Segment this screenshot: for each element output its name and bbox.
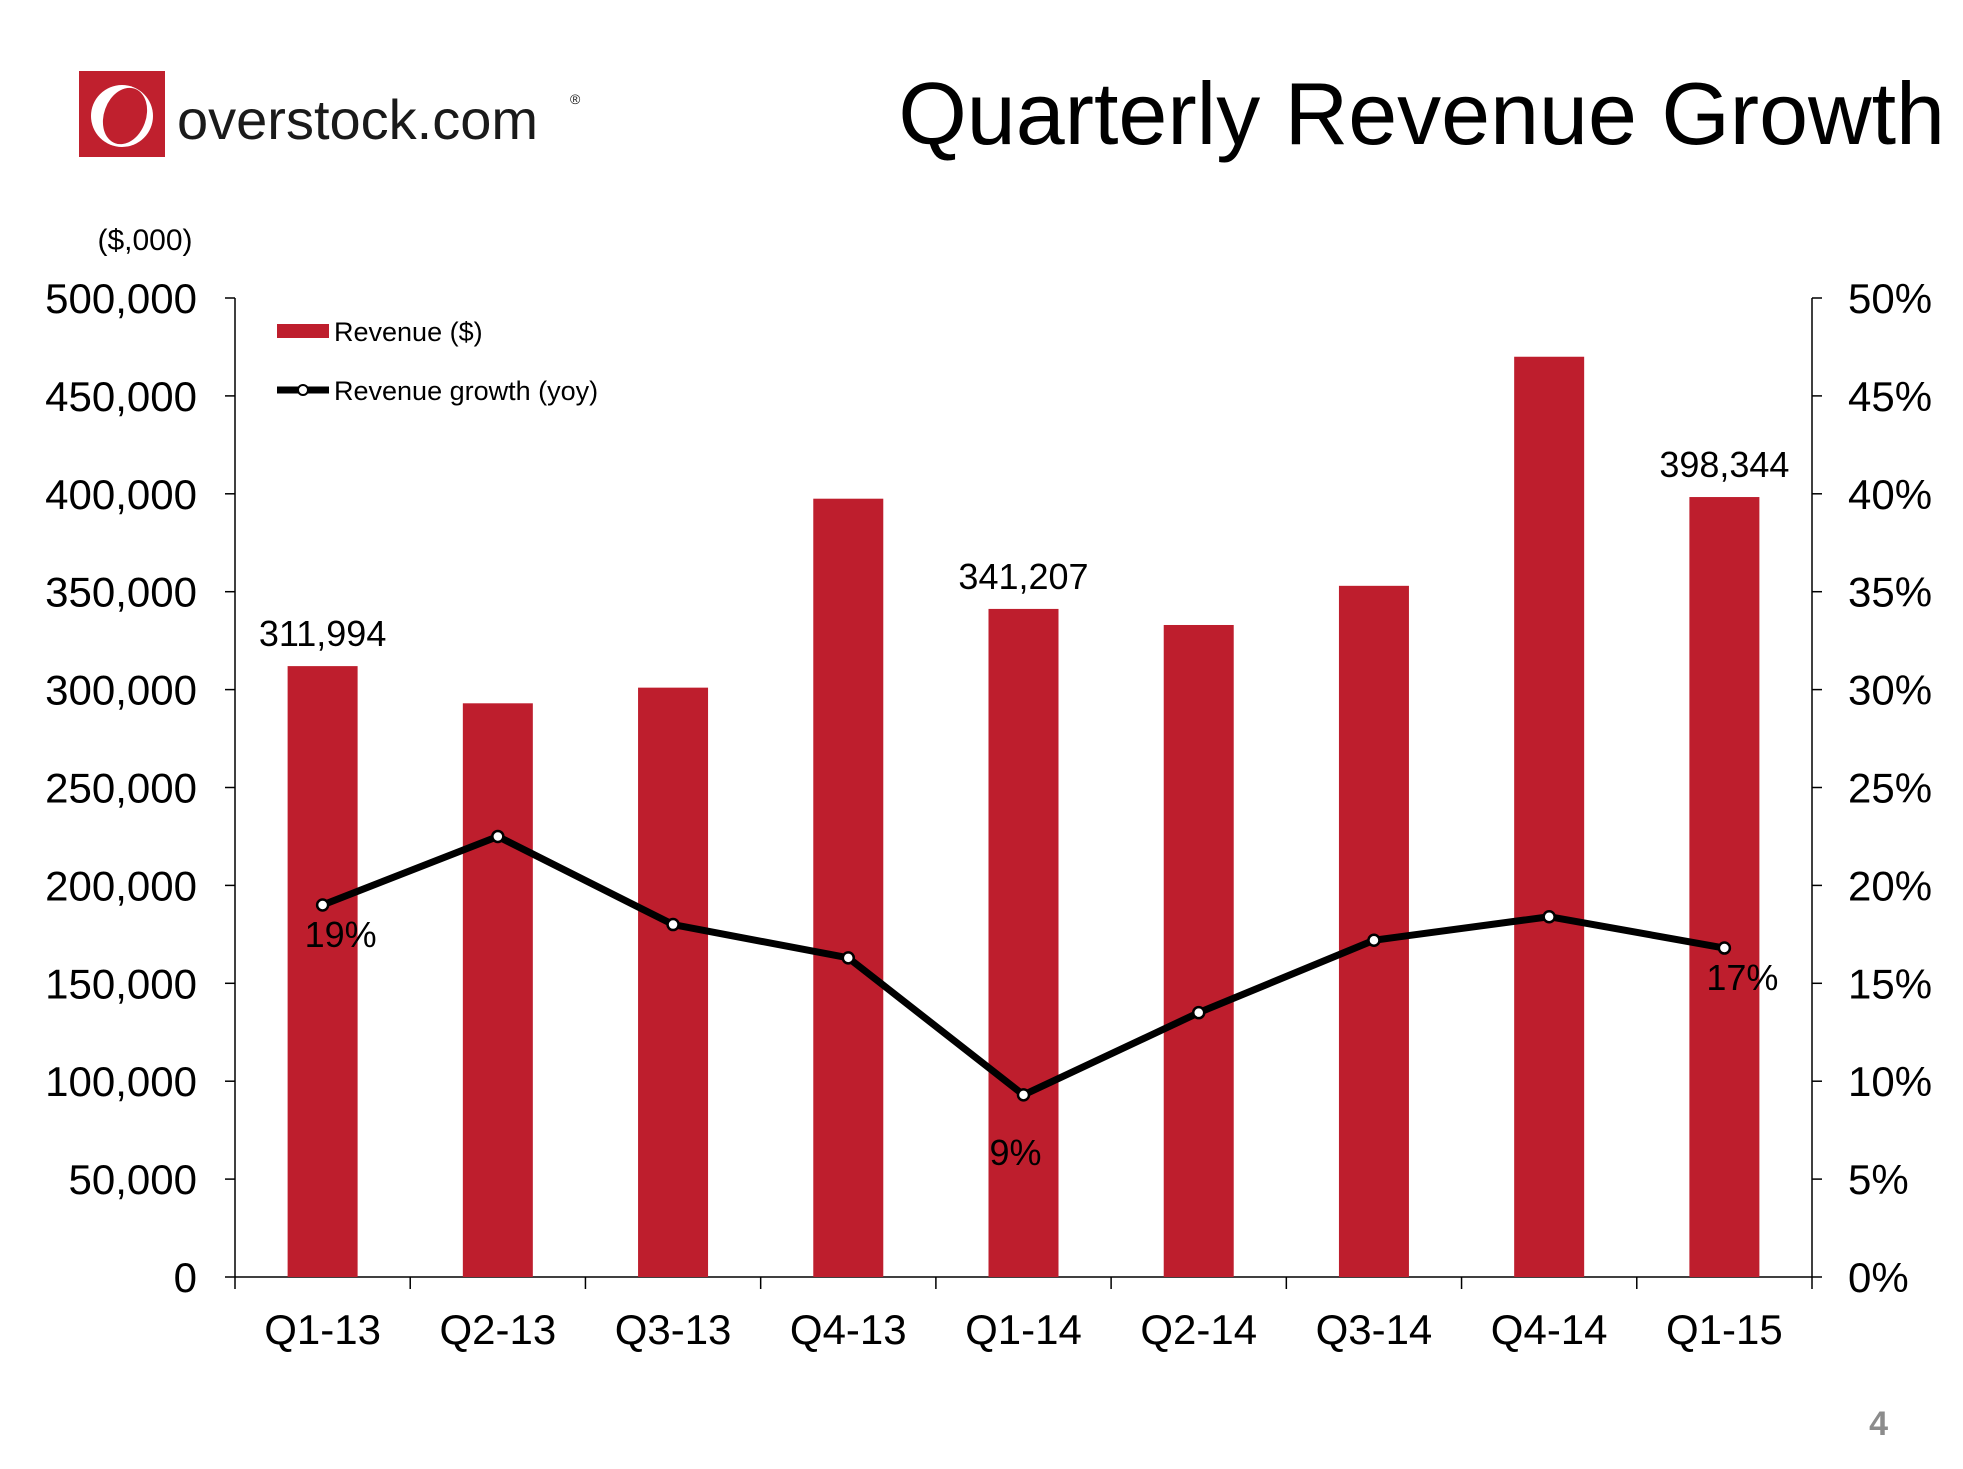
legend-swatch-growth-marker (297, 384, 309, 396)
left-axis-unit-label: ($,000) (97, 224, 192, 257)
growth-point (1016, 1088, 1031, 1102)
growth-point (1717, 941, 1732, 955)
overstock-logo: overstock.com ® (79, 71, 581, 157)
x-axis-category-label: Q3-14 (1316, 1306, 1433, 1353)
growth-line-group (315, 829, 1732, 1102)
growth-line-labels: 19% 9% 17% (305, 914, 1779, 1173)
left-axis-tick-label: 50,000 (69, 1156, 197, 1203)
x-axis-category-label: Q1-14 (965, 1306, 1082, 1353)
growth-point (1542, 909, 1556, 924)
x-axis-category-label: Q4-13 (790, 1306, 907, 1353)
right-axis-tick-label: 35% (1848, 569, 1932, 616)
chart-legend: Revenue ($) Revenue growth (yoy) (277, 317, 598, 406)
right-axis-tick-label: 40% (1848, 471, 1932, 518)
left-axis-tick-label: 250,000 (45, 765, 197, 812)
revenue-bar (1514, 356, 1585, 1277)
growth-point (666, 917, 680, 932)
revenue-bar-data-label: 341,207 (958, 556, 1088, 597)
right-axis-tick-label: 10% (1848, 1058, 1932, 1105)
left-axis-tick-label: 350,000 (45, 569, 197, 616)
right-axis-tick-label: 45% (1848, 373, 1932, 420)
x-axis-category-label: Q2-13 (439, 1306, 556, 1353)
revenue-bar (813, 498, 884, 1277)
left-axis-tick-label: 450,000 (45, 373, 197, 420)
legend-swatch-revenue (277, 324, 329, 338)
x-axis-category-label: Q2-14 (1140, 1306, 1257, 1353)
slide-title: Quarterly Revenue Growth (898, 64, 1945, 163)
left-axis-tick-label: 500,000 (45, 275, 197, 322)
revenue-bar-data-label: 311,994 (259, 613, 386, 654)
left-axis-tick-label: 0 (174, 1254, 197, 1301)
left-axis-tick-label: 300,000 (45, 667, 197, 714)
revenue-bar (988, 608, 1059, 1277)
right-axis-tick-label: 15% (1848, 960, 1932, 1007)
right-axis-tick-label: 5% (1848, 1156, 1909, 1203)
revenue-bar (1163, 624, 1234, 1277)
revenue-bar (462, 703, 533, 1277)
left-axis-tick-label: 100,000 (45, 1058, 197, 1105)
right-axis-tick-label: 20% (1848, 862, 1932, 909)
left-axis-tick-label: 200,000 (45, 862, 197, 909)
right-axis-tick-label: 25% (1848, 765, 1932, 812)
growth-data-label: 9% (989, 1132, 1041, 1173)
page-number: 4 (1869, 1405, 1888, 1443)
logo-registered-mark: ® (570, 91, 581, 107)
logo-wordmark: overstock.com (177, 88, 538, 151)
revenue-bar (1689, 497, 1760, 1277)
growth-data-label: 19% (305, 914, 377, 955)
legend-label-revenue: Revenue ($) (334, 317, 483, 347)
right-axis-tick-label: 0% (1848, 1254, 1909, 1301)
growth-point (1367, 933, 1381, 947)
revenue-bar (1338, 585, 1409, 1277)
x-axis-category-label: Q1-15 (1666, 1306, 1783, 1353)
revenue-bar (638, 687, 709, 1277)
growth-point (1191, 1005, 1206, 1020)
left-axis-tick-label: 150,000 (45, 960, 197, 1007)
growth-point (841, 951, 856, 965)
legend-label-growth: Revenue growth (yoy) (334, 376, 598, 406)
chart-axes: 0 50,000 100,000 150,000 200,000 250,000 300,0… (45, 224, 1932, 1353)
revenue-bars (287, 356, 1760, 1277)
x-axis-category-label: Q3-13 (615, 1306, 732, 1353)
growth-point (491, 829, 505, 844)
logo-mark-inner (102, 87, 148, 145)
growth-data-label: 17% (1706, 957, 1778, 998)
x-axis-category-label: Q4-14 (1491, 1306, 1608, 1353)
left-axis-tick-label: 400,000 (45, 471, 197, 518)
x-axis-category-label: Q1-13 (264, 1306, 381, 1353)
right-axis-tick-label: 50% (1848, 275, 1932, 322)
revenue-bar-labels: 311,994 341,207 398,344 (259, 444, 1790, 654)
revenue-bar (287, 666, 358, 1277)
growth-point (315, 898, 330, 912)
revenue-bar-data-label: 398,344 (1659, 444, 1789, 485)
right-axis-tick-label: 30% (1848, 667, 1932, 714)
